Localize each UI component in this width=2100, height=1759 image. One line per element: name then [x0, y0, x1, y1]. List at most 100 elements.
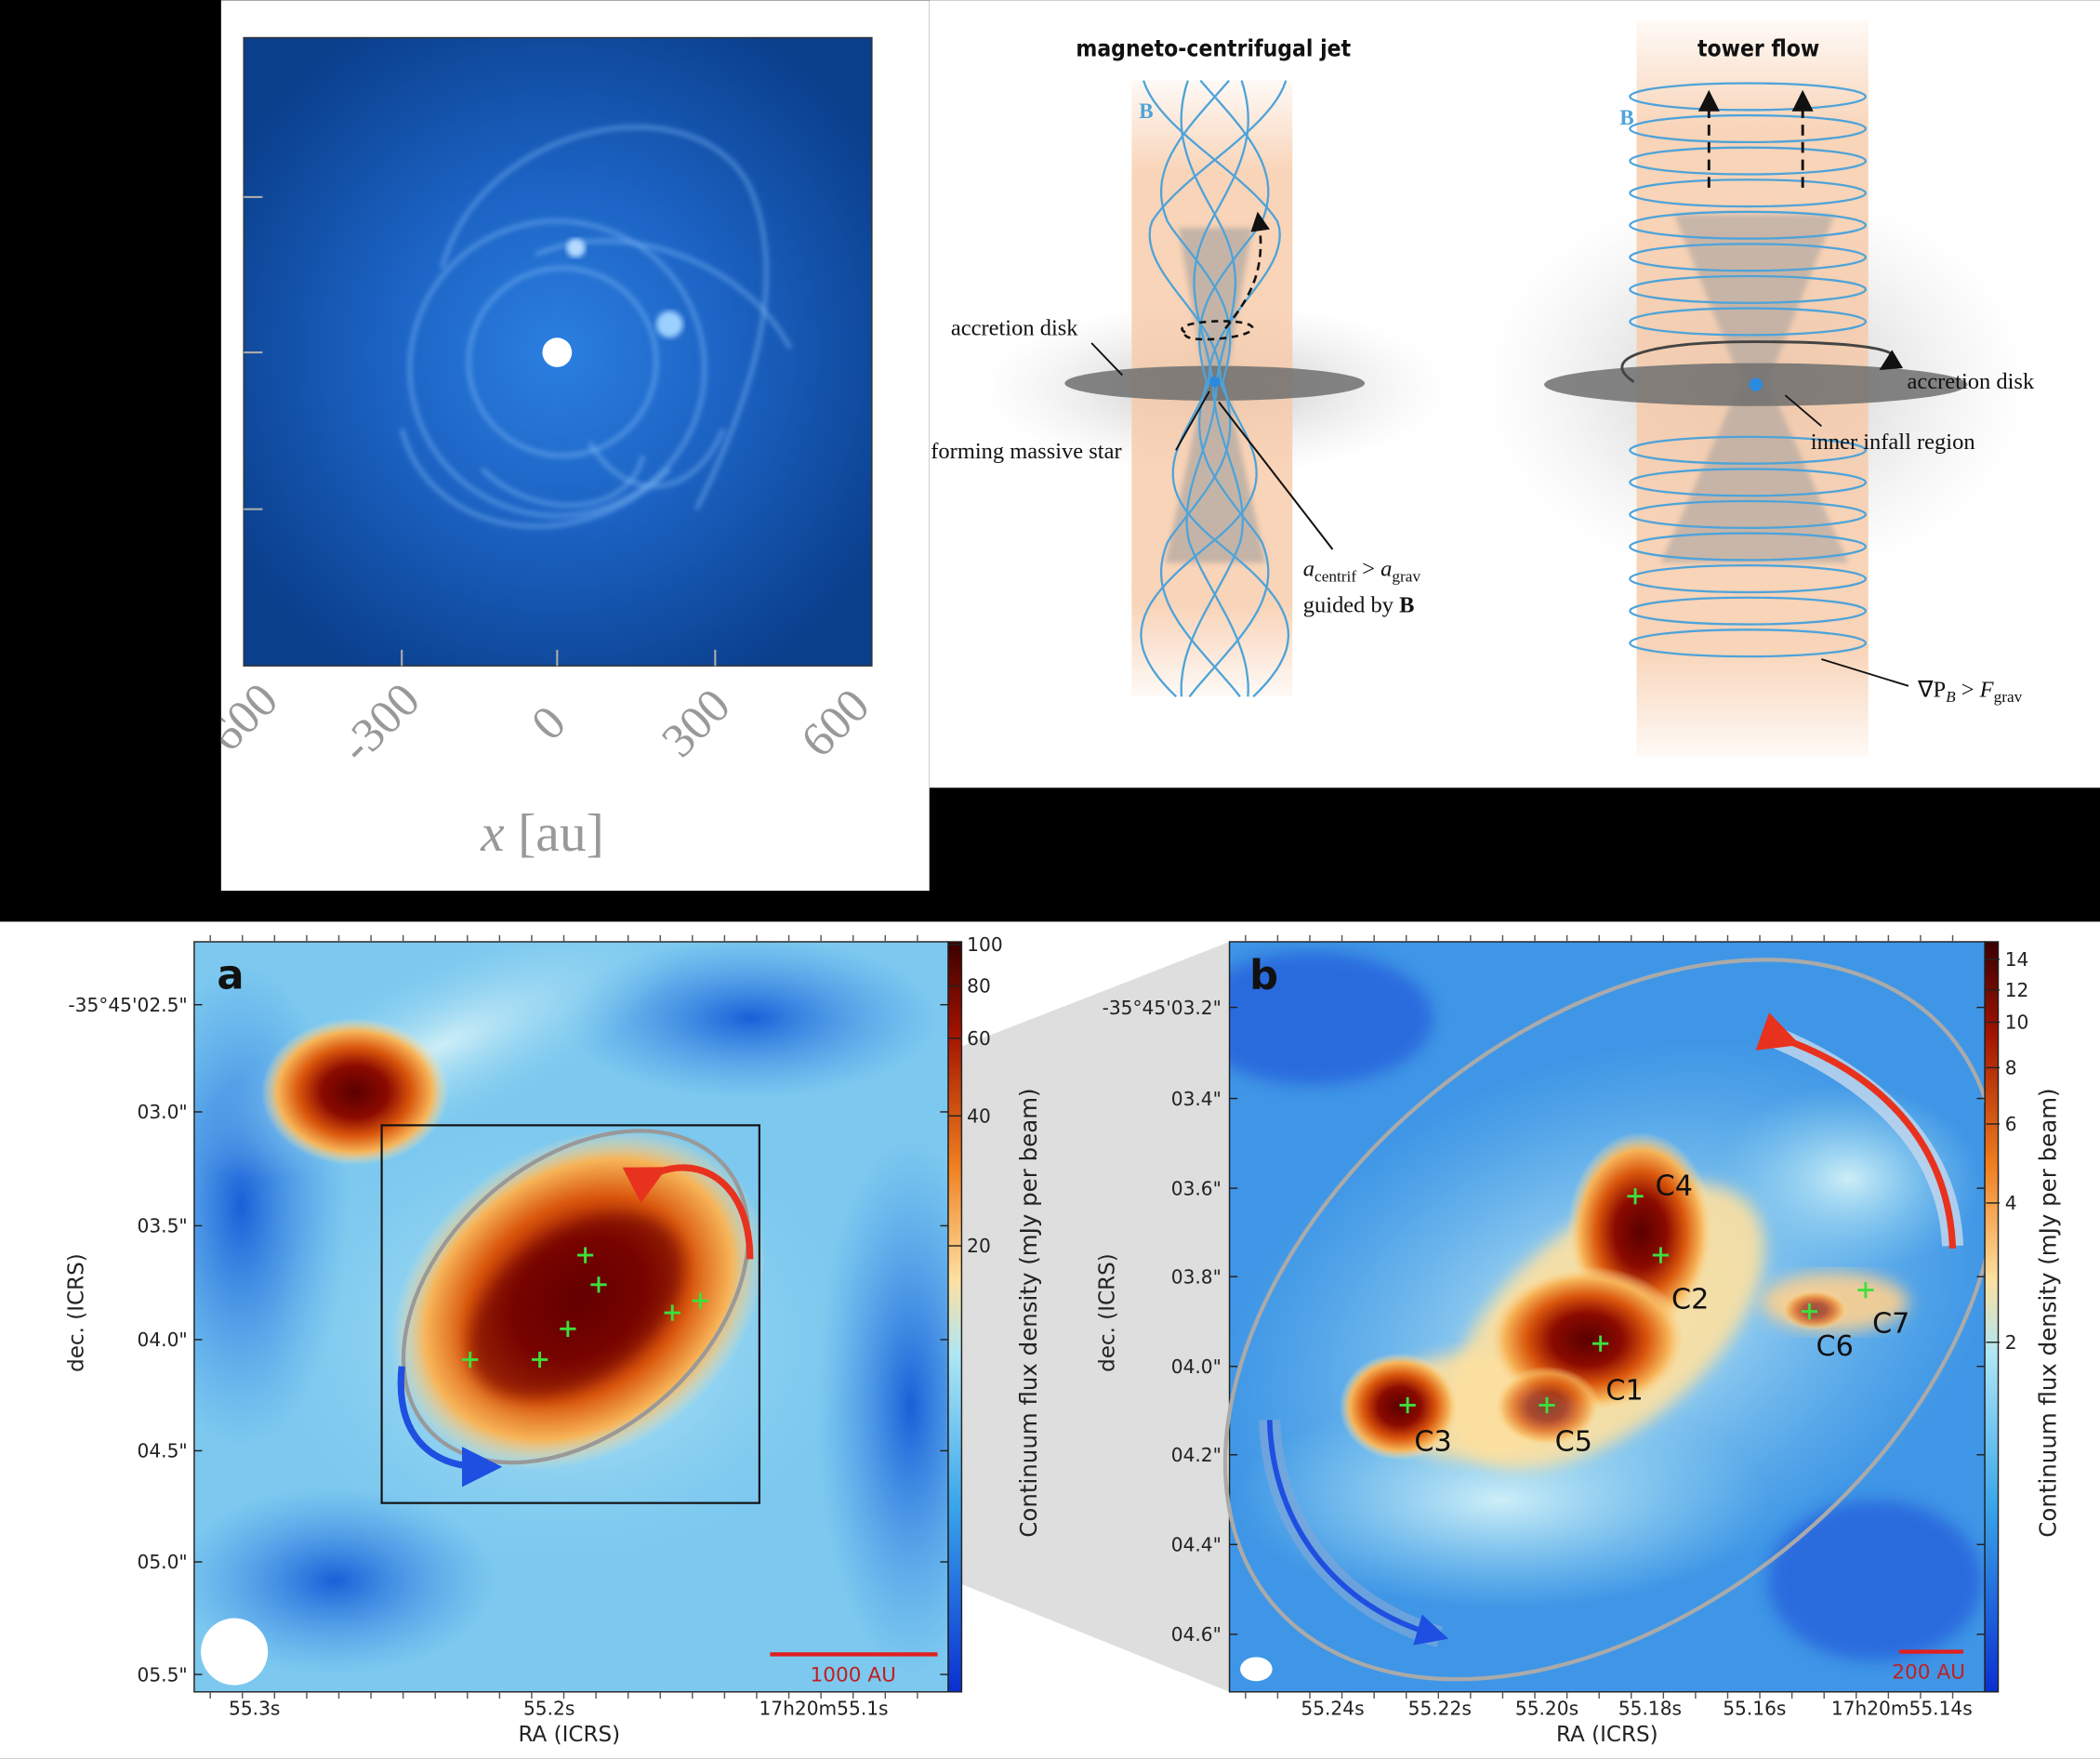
panel-label: b	[1249, 952, 1278, 999]
y-tick-label: 03.4"	[1171, 1088, 1222, 1110]
field-loops	[1629, 82, 1868, 658]
colorbar-tick-label: 40	[967, 1104, 991, 1127]
field-loop	[1629, 210, 1868, 240]
colorbar-tick-label: 6	[2005, 1113, 2017, 1135]
source-label: C7	[1872, 1308, 1909, 1341]
subscript: grav	[1994, 688, 2023, 706]
field-loop	[1629, 532, 1868, 562]
rotation-arrow	[1755, 1012, 1957, 1250]
colorbar-tick-label: 4	[2005, 1192, 2017, 1214]
source-markers	[462, 1247, 709, 1369]
x-axis-label: RA (ICRS)	[518, 1723, 620, 1747]
field-lines	[1140, 79, 1290, 698]
source-label: C4	[1656, 1170, 1693, 1202]
field-loop	[1629, 274, 1868, 304]
annotation: accretion disk	[951, 315, 1078, 340]
field-line	[1159, 79, 1241, 698]
x-tick-label: 55.3s	[229, 1697, 280, 1719]
colorbar-tick-label: 80	[967, 975, 991, 998]
sink-particle	[542, 337, 573, 367]
source-label: C1	[1605, 1375, 1643, 1408]
rotation-arrow	[1620, 340, 1904, 383]
rotation-arrow	[622, 1164, 754, 1260]
field-loop	[1629, 468, 1868, 497]
pointer	[1784, 394, 1822, 428]
x-tick-label: 17h20m55.1s	[759, 1697, 888, 1719]
clump	[655, 311, 683, 338]
source-label: C6	[1816, 1330, 1854, 1363]
clump	[566, 238, 586, 258]
symbol: F	[1979, 677, 1995, 702]
symbol: B⃗	[1399, 593, 1432, 618]
y-tick-label: 03.6"	[1171, 1177, 1222, 1199]
colorbar-tick-label: 14	[2005, 948, 2029, 971]
y-tick-label: 05.0"	[138, 1551, 188, 1573]
launch-arrow	[1224, 211, 1270, 329]
diagram-title: magneto-centrifugal jet	[1076, 35, 1351, 62]
beam	[201, 1618, 269, 1686]
y-tick-label: 04.5"	[138, 1440, 188, 1462]
y-tick-label: -35°45'02.5"	[68, 994, 187, 1016]
x-tick-label: 55.16s	[1723, 1697, 1786, 1719]
beam	[1240, 1657, 1273, 1682]
symbol: a	[1380, 557, 1392, 582]
y-tick-label: -35°45'03.2"	[1103, 997, 1222, 1019]
operator: >	[1956, 677, 1980, 702]
pointer	[1175, 390, 1210, 451]
panel-label: a	[217, 952, 244, 999]
y-tick-label: 04.0"	[1171, 1356, 1222, 1378]
annotation: forming massive star	[931, 439, 1121, 464]
annotation-text: guided by	[1303, 593, 1399, 618]
ticks	[244, 195, 717, 667]
source-markers	[1399, 1188, 1874, 1414]
star	[1749, 377, 1763, 391]
y-axis-label: dec. (ICRS)	[64, 1253, 88, 1372]
colorbar-tick-label: 10	[2005, 1012, 2029, 1034]
field-loop	[1629, 628, 1868, 658]
y-axis-label: dec. (ICRS)	[1096, 1253, 1120, 1372]
colorbar-label: Continuum flux density (mJy per beam)	[1015, 1088, 1042, 1537]
diagram-panel: magneto-centrifugal jet B⃗ accretion dis…	[929, 0, 2100, 788]
panel-b-image	[1229, 941, 1986, 1692]
pointer	[1821, 658, 1909, 687]
field-loop	[1629, 596, 1868, 626]
y-tick-label: 04.2"	[1171, 1444, 1222, 1466]
x-tick-label: 55.2s	[523, 1697, 575, 1719]
panel-a-image	[193, 941, 949, 1692]
colorbar-tick-label: 20	[967, 1235, 991, 1257]
symbol: ∇P	[1917, 677, 1946, 702]
colorbar-tick-label: 2	[2005, 1331, 2017, 1354]
field-loop	[1629, 82, 1868, 112]
source-label: C3	[1414, 1425, 1451, 1458]
field-line	[1140, 80, 1288, 698]
pointer	[1090, 342, 1123, 377]
annotation: guided by B⃗	[1303, 593, 1433, 618]
colorbar-tick-label: 12	[2005, 979, 2029, 1001]
x-tick-label: 17h20m55.14s	[1831, 1697, 1973, 1719]
field-line	[1188, 79, 1270, 698]
rotation-arrow	[397, 1366, 503, 1488]
diagram-title: tower flow	[1697, 35, 1819, 62]
colorbar-tick-label: 100	[967, 933, 1002, 956]
pointer	[1218, 401, 1334, 550]
axis-variable: x	[480, 804, 505, 863]
colorbar-tick-label: 60	[967, 1027, 991, 1050]
axis-unit: [au]	[518, 804, 604, 863]
subscript: grav	[1392, 567, 1420, 585]
symbol: a	[1303, 557, 1314, 582]
y-tick-label: 04.4"	[1171, 1534, 1222, 1556]
field-label: B⃗	[1619, 105, 1650, 129]
x-axis-label: x [au]	[480, 804, 604, 863]
x-tick-label: 55.20s	[1515, 1697, 1578, 1719]
field-line	[1180, 80, 1249, 697]
y-tick-label: 05.5"	[138, 1663, 188, 1686]
rotation-arrow	[1181, 320, 1254, 341]
y-tick-label: 04.6"	[1171, 1623, 1222, 1646]
scale-bar-label: 200 AU	[1892, 1660, 1965, 1684]
colorbar-tick-label: 8	[2005, 1057, 2017, 1079]
y-tick-label: 03.0"	[138, 1101, 188, 1123]
operator: >	[1356, 557, 1380, 582]
colorbar	[1984, 941, 2000, 1693]
x-tick-label: 55.24s	[1301, 1697, 1364, 1719]
